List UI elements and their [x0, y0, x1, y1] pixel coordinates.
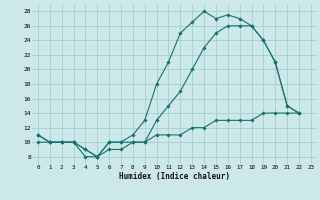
X-axis label: Humidex (Indice chaleur): Humidex (Indice chaleur): [119, 172, 230, 181]
